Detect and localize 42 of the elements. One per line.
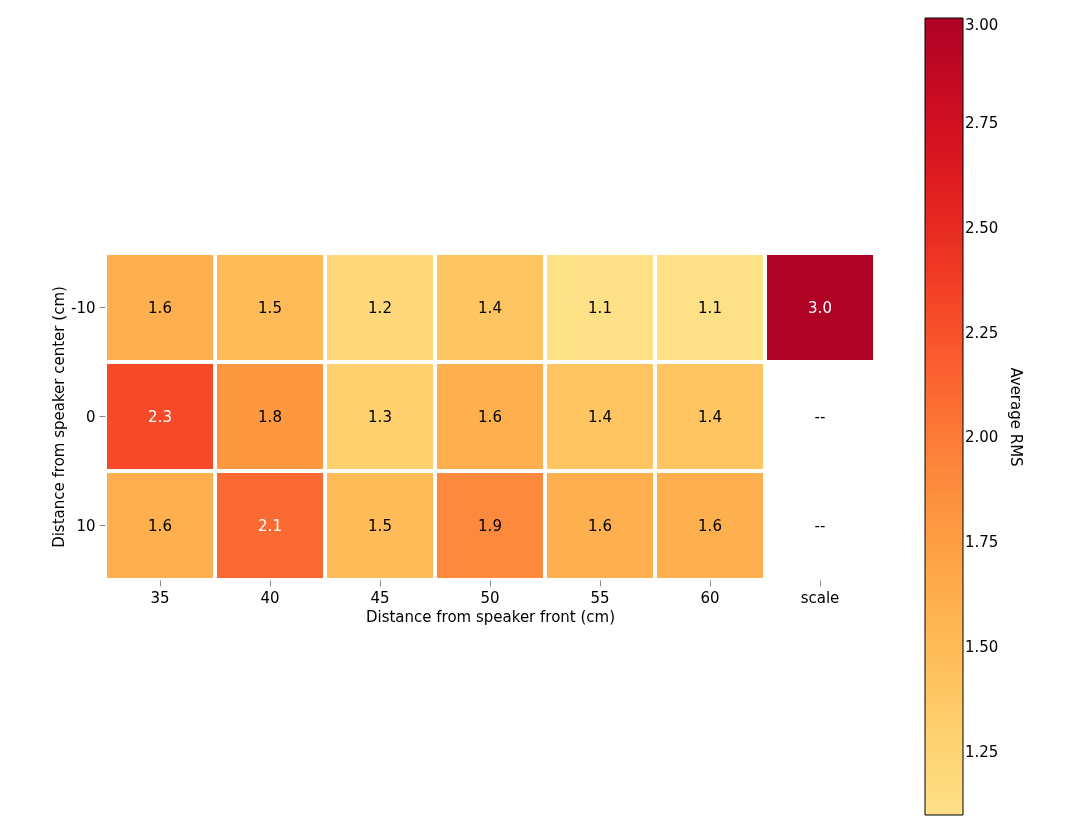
- x-tick-label: scale: [800, 588, 840, 607]
- color-bar-label: 2.25: [965, 323, 999, 342]
- data-label: 1.4: [478, 298, 502, 317]
- color-bar-label: 1.50: [965, 638, 999, 657]
- x-tick-label: 40: [260, 588, 280, 607]
- data-label: 1.1: [698, 298, 722, 317]
- data-label: 1.9: [478, 516, 502, 535]
- text: --: [814, 516, 826, 535]
- color-bar-label: 1.25: [965, 743, 999, 762]
- x-tick-label: 35: [150, 588, 170, 607]
- data-label: 1.5: [368, 516, 392, 535]
- color-bar-label: 1.75: [965, 533, 999, 552]
- y-tick-label: 10: [76, 516, 96, 535]
- x-tick-label: 45: [370, 588, 390, 607]
- data-label: 1.4: [698, 407, 722, 426]
- x-tick-label: 55: [590, 588, 610, 607]
- data-label: 1.8: [258, 407, 282, 426]
- data-label: 1.6: [588, 516, 612, 535]
- x-axis-title: Distance from speaker front (cm): [365, 607, 616, 626]
- data-label: 1.5: [258, 298, 282, 317]
- data-label: 1.6: [478, 407, 502, 426]
- data-label: 1.6: [148, 298, 172, 317]
- color-bar-label: 2.75: [965, 113, 999, 132]
- x-tick-label: 60: [700, 588, 720, 607]
- data-label: 2.3: [148, 407, 172, 426]
- color-bar-title: Average RMS: [1007, 367, 1025, 467]
- data-label: 1.2: [368, 298, 392, 317]
- y-tick-label: -10: [71, 298, 96, 317]
- data-label: 1.6: [698, 516, 722, 535]
- x-tick-label: 50: [480, 588, 500, 607]
- color-bar-label: 2.00: [965, 428, 999, 447]
- y-tick-label: 0: [85, 407, 96, 426]
- data-label: 1.6: [148, 516, 172, 535]
- data-label: 1.4: [588, 407, 612, 426]
- data-label: 2.1: [258, 516, 282, 535]
- color-bar-label: 3.00: [965, 16, 999, 34]
- text: --: [814, 407, 826, 426]
- data-label: 1.3: [368, 407, 392, 426]
- y-axis-title: Distance from speaker center (cm): [50, 286, 68, 548]
- data-label: 3.0: [808, 298, 832, 317]
- data-label: 1.1: [588, 298, 612, 317]
- color-bar-label: 2.50: [965, 218, 999, 237]
